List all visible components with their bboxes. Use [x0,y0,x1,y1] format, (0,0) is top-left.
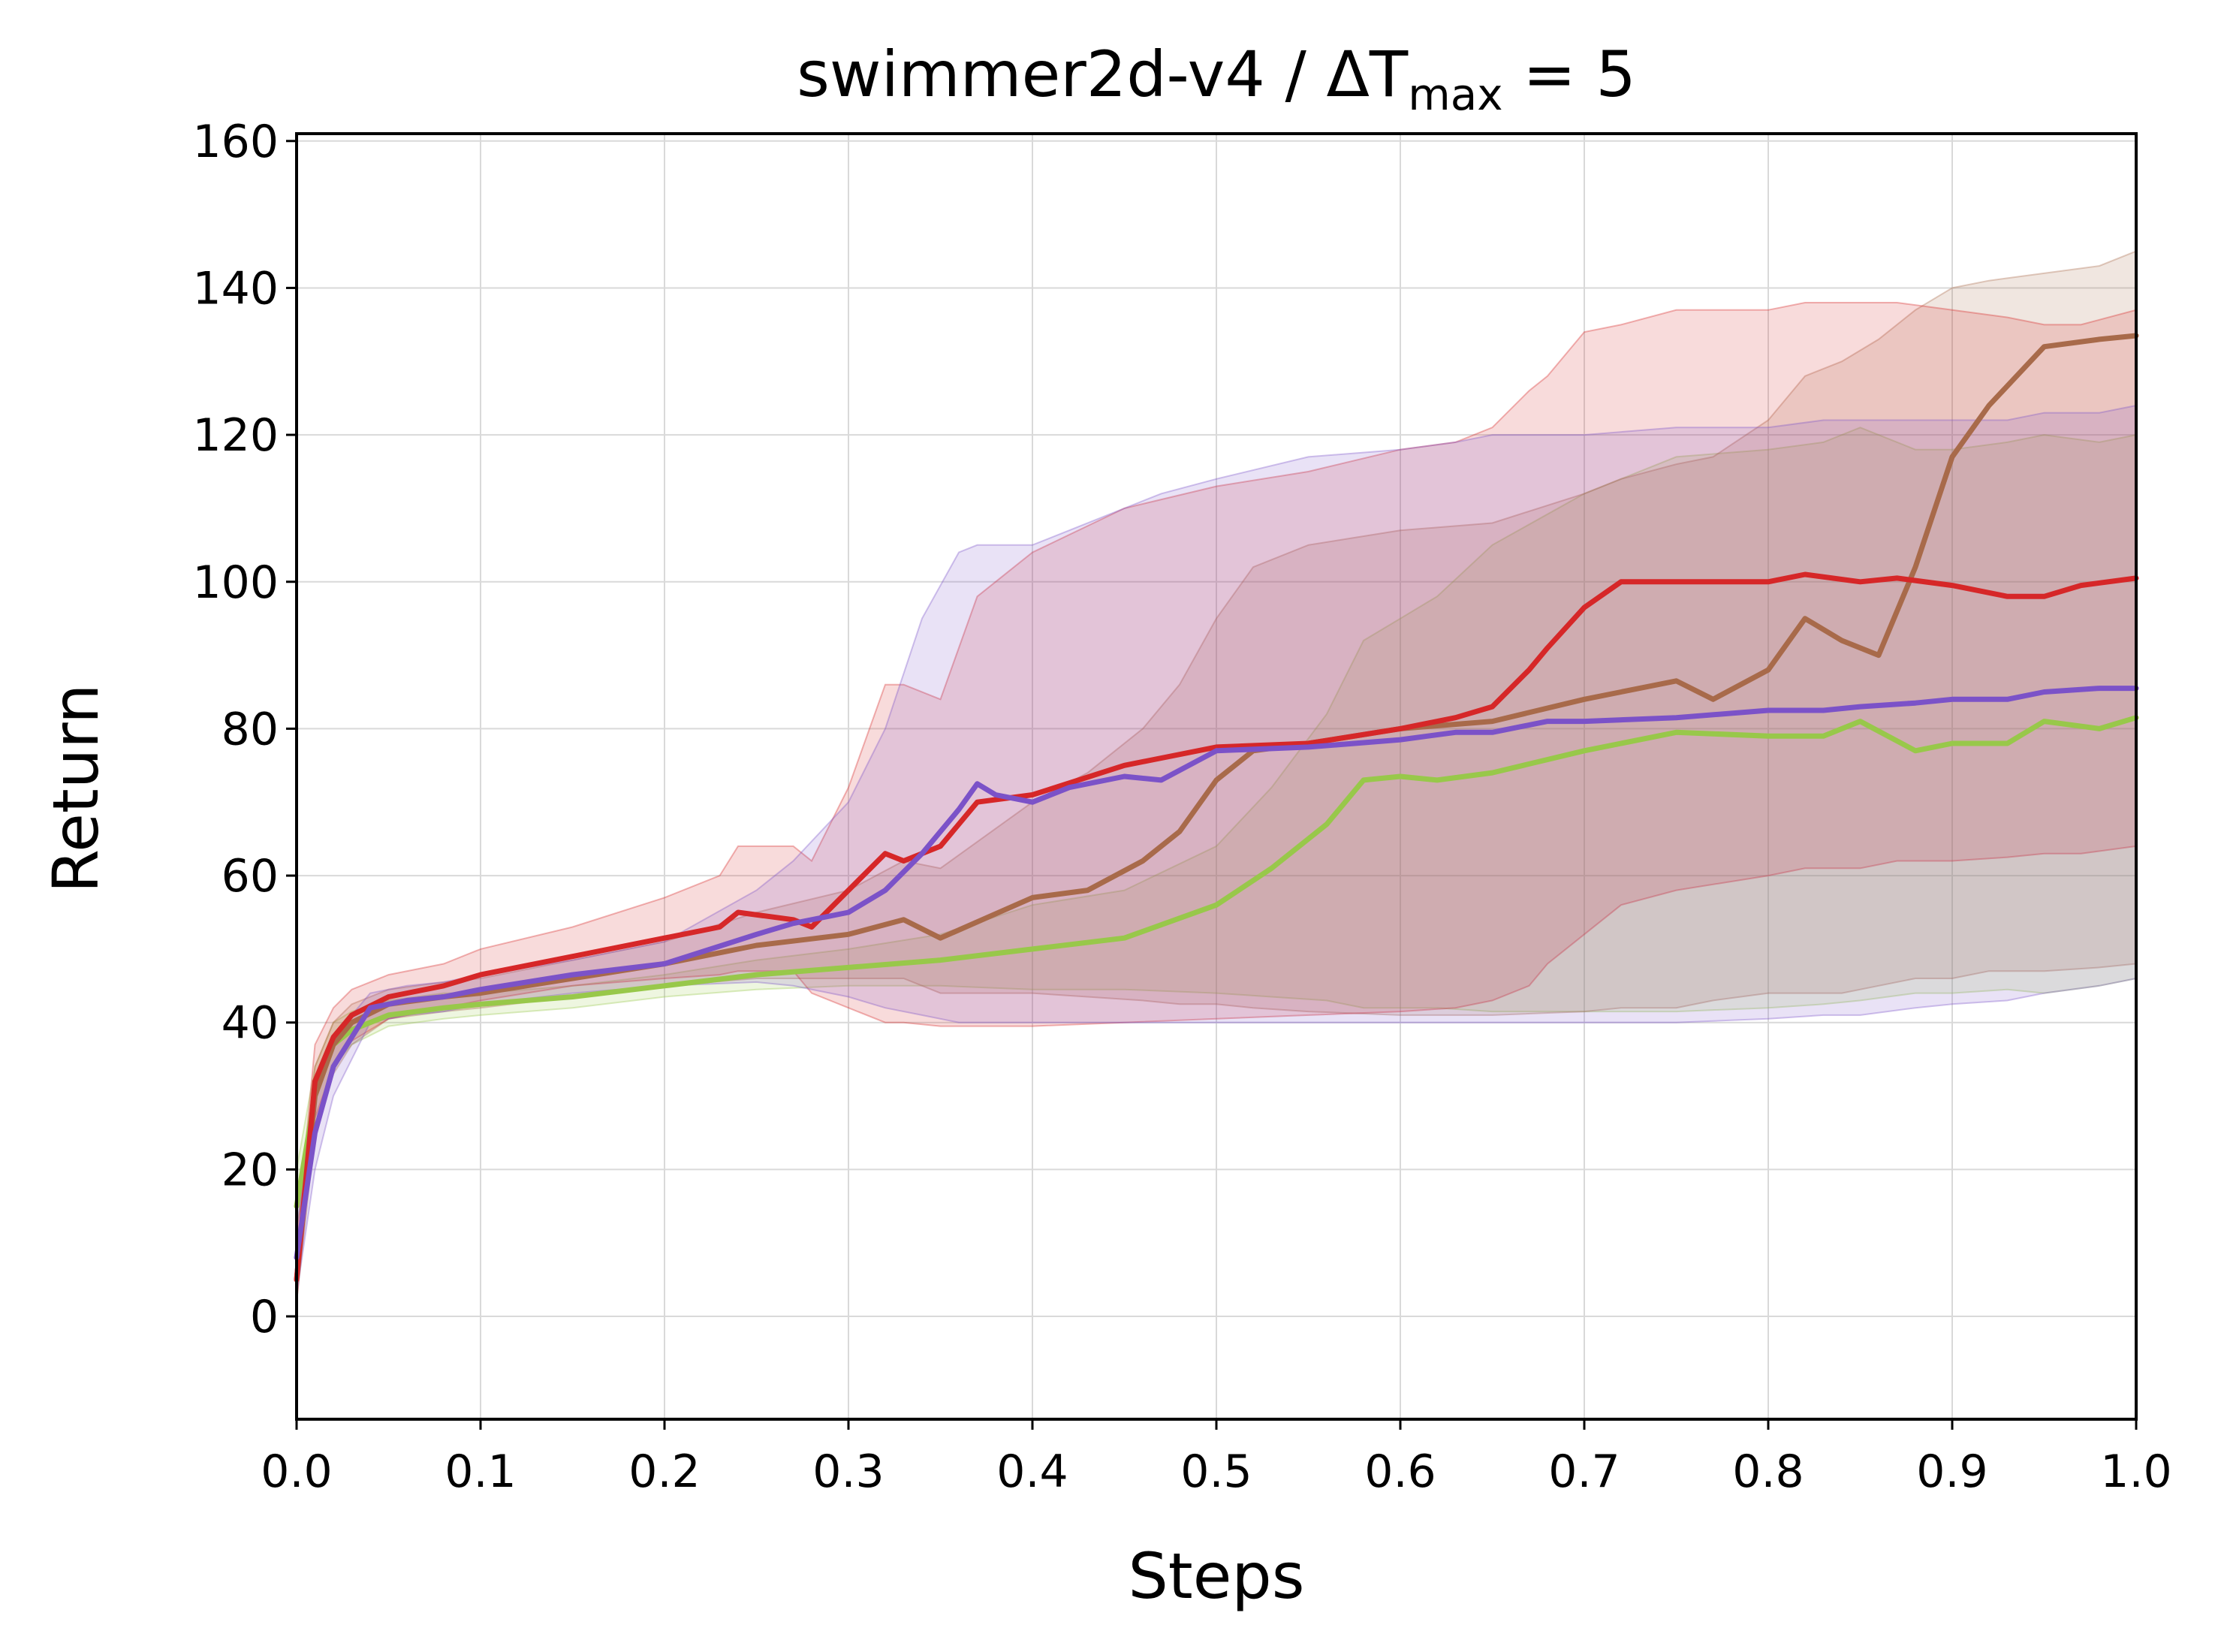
y-tick-label: 140 [192,262,279,315]
chart-title-subscript: max [1408,69,1502,120]
x-tick-label: 0.2 [628,1446,700,1498]
x-axis-title: Steps [1128,1539,1304,1613]
series-3-line [294,686,2139,1261]
y-axis-ticks: 0 20 40 60 80 100 120 140 160 [192,116,297,1343]
x-tick-label: 0.1 [445,1446,516,1498]
y-tick-label: 100 [192,556,279,609]
x-tick-label: 0.6 [1364,1446,1436,1498]
series-2-line [294,571,2139,1283]
y-tick-label: 120 [192,409,279,462]
chart-title-suffix: = 5 [1503,38,1636,111]
x-tick-label: 0.7 [1548,1446,1620,1498]
y-tick-label: 60 [222,850,279,903]
x-tick-label: 0.5 [1180,1446,1252,1498]
x-tick-label: 0.0 [261,1446,332,1498]
x-tick-label: 1.0 [2100,1446,2171,1498]
chart-title: swimmer2d-v4 / ΔTmax = 5 [797,38,1636,120]
x-axis-ticks: 0.0 0.1 0.2 0.3 0.4 0.5 0.6 0.7 0.8 0.9 1.0 [261,1419,2172,1498]
x-tick-label: 0.9 [1916,1446,1987,1498]
y-axis-title: Return [39,684,113,894]
y-tick-label: 40 [222,997,279,1050]
y-tick-label: 80 [222,703,279,755]
series-1-line [294,333,2139,1283]
y-tick-label: 0 [250,1291,279,1343]
x-tick-label: 0.3 [812,1446,884,1498]
series-lines [294,333,2139,1283]
x-tick-label: 0.8 [1732,1446,1804,1498]
y-tick-label: 160 [192,116,279,168]
x-tick-label: 0.4 [996,1446,1068,1498]
chart-title-main: swimmer2d-v4 / ΔT [797,38,1409,111]
series-0-line [294,715,2139,1209]
y-tick-label: 20 [222,1144,279,1196]
confidence-bands [296,250,2137,1302]
